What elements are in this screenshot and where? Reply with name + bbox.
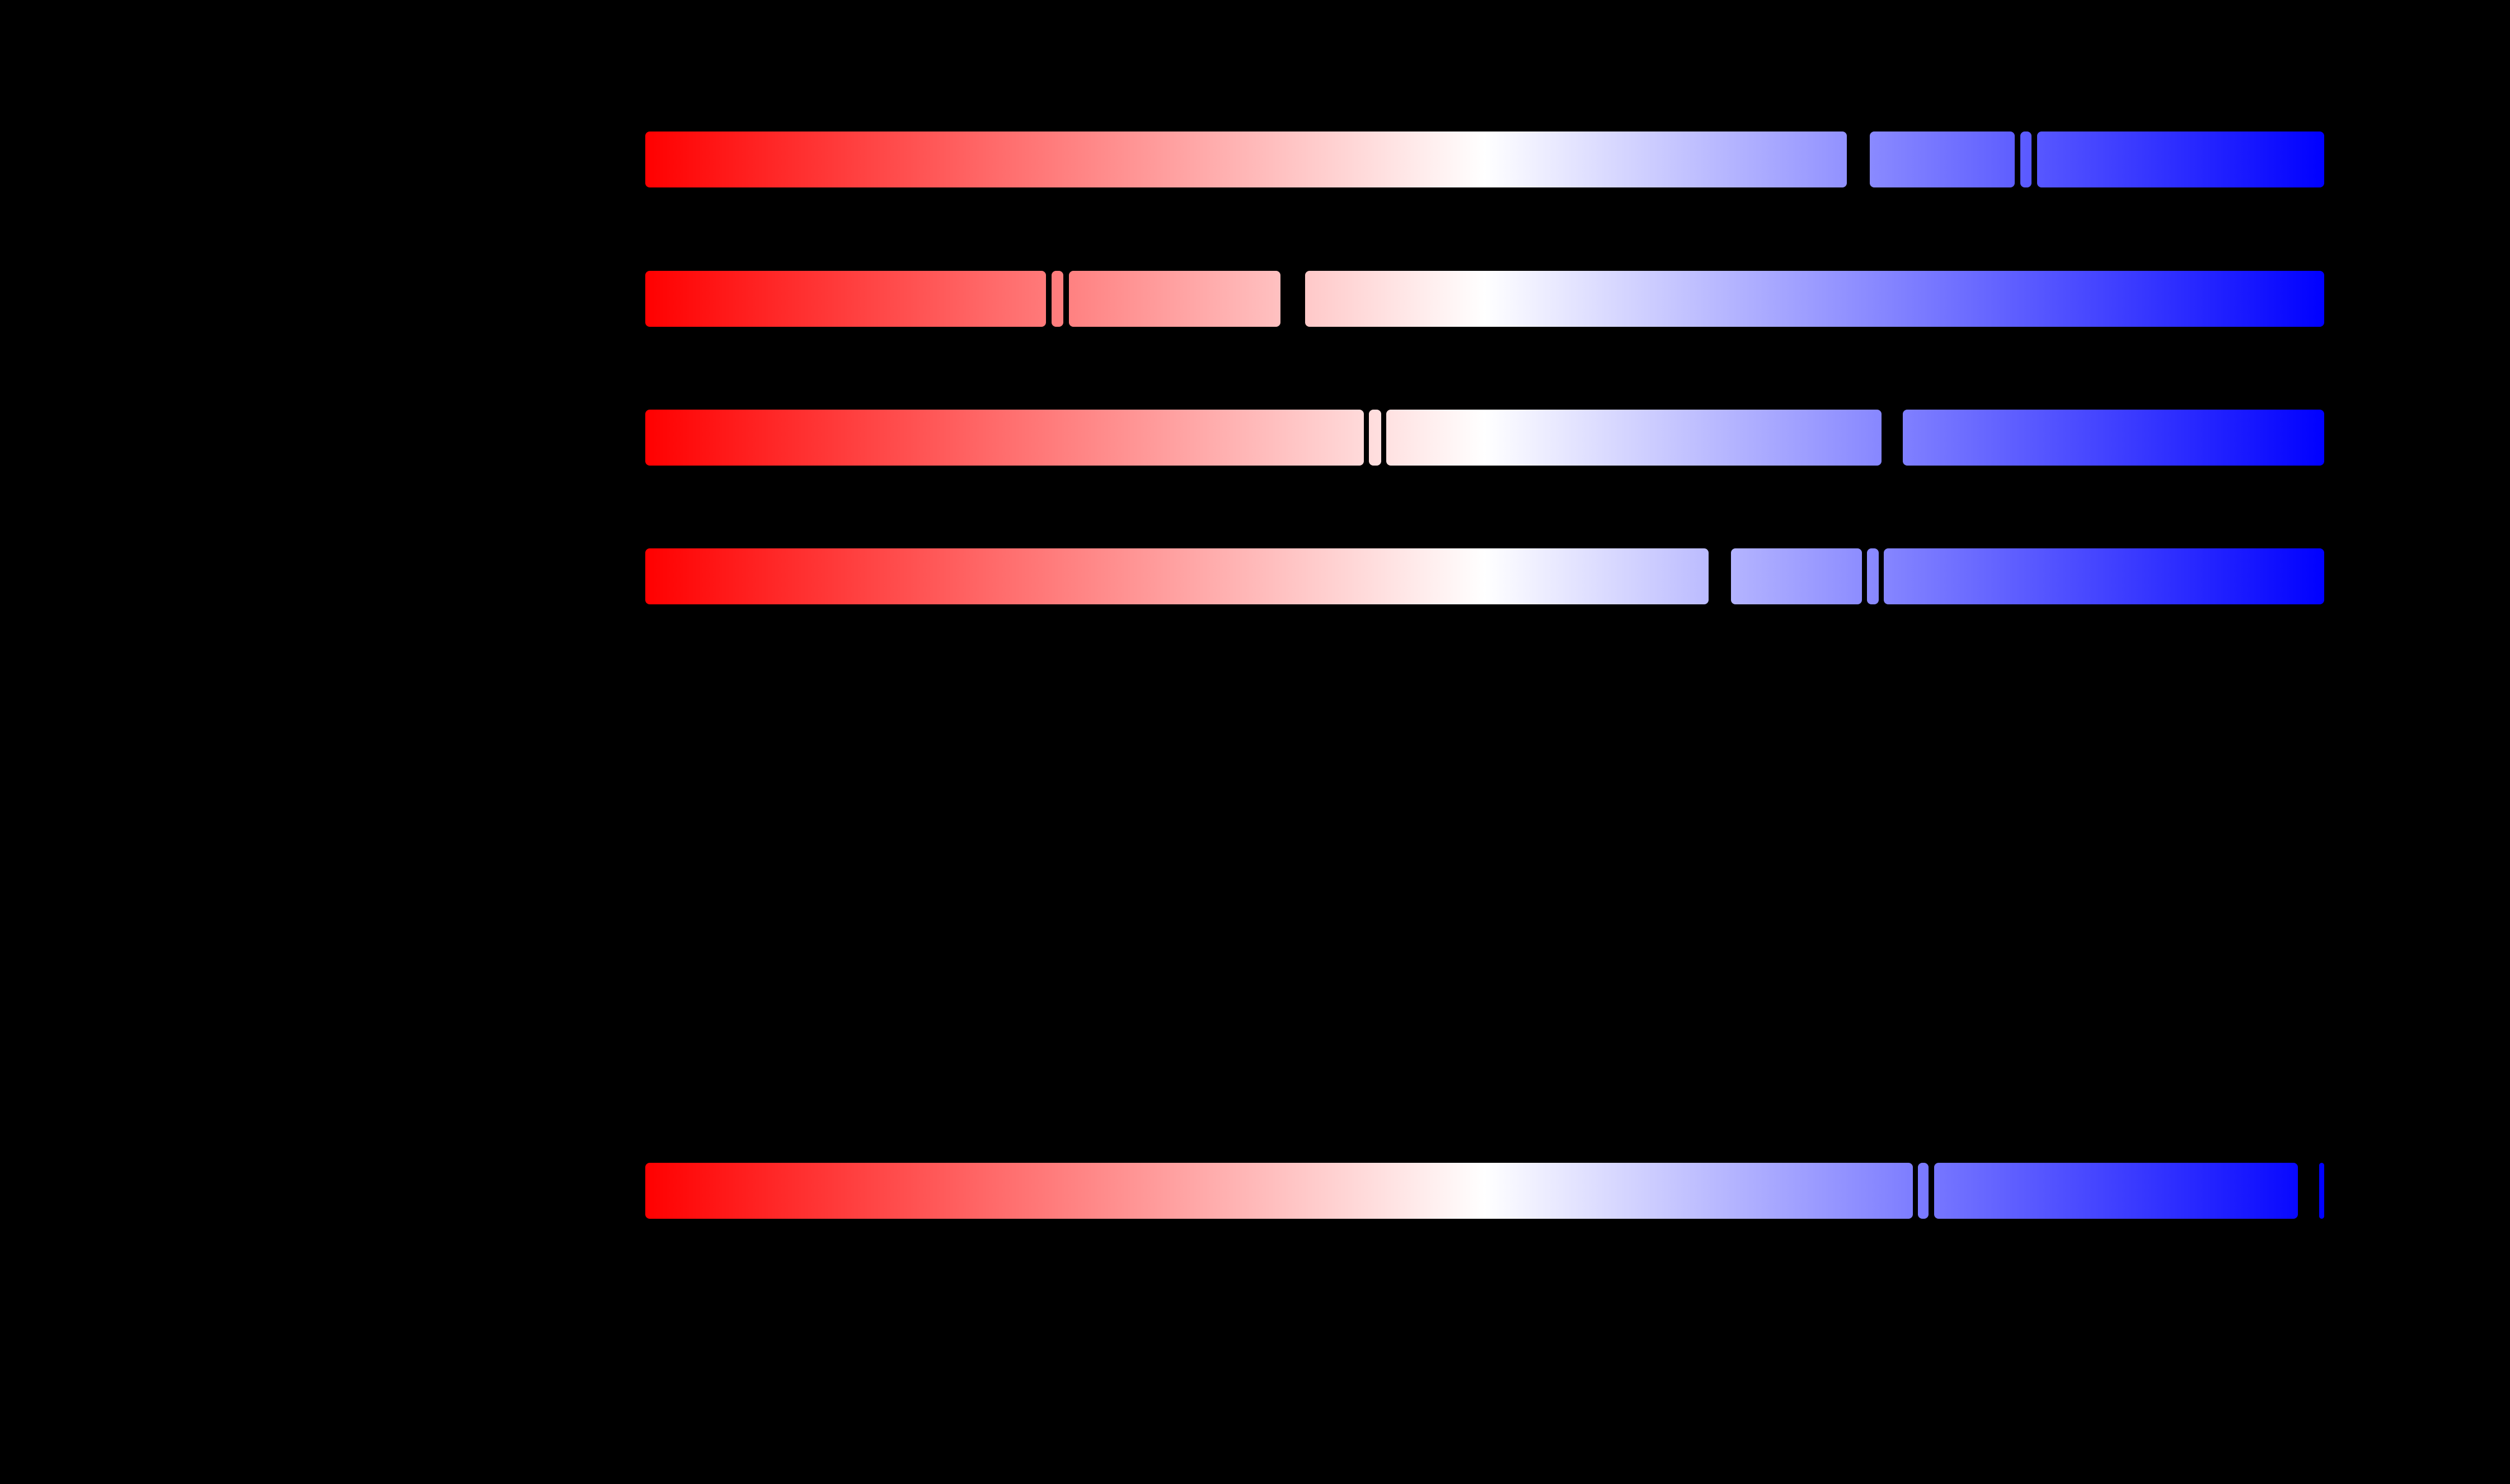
- bar-segment: [1386, 410, 1882, 466]
- bar-segment: [2020, 132, 2032, 187]
- gradient-bar-row-2: [645, 271, 2324, 327]
- bar-segment: [1934, 1163, 2298, 1219]
- bar-segment: [1918, 1163, 1929, 1219]
- bar-segment: [1305, 271, 2324, 327]
- bar-segment: [645, 132, 1847, 187]
- bar-segment: [1870, 132, 2015, 187]
- bar-segment: [1903, 410, 2324, 466]
- bar-segment: [645, 1163, 1913, 1219]
- bar-segment: [1884, 548, 2324, 604]
- gradient-bar-row-3: [645, 410, 2324, 466]
- bar-segment: [645, 410, 1364, 466]
- bar-segment: [2319, 1163, 2324, 1219]
- gradient-bar-row-1: [645, 132, 2324, 187]
- bar-segment: [1369, 410, 1381, 466]
- gradient-bar-row-4: [645, 548, 2324, 604]
- bar-segment: [2037, 132, 2324, 187]
- bar-segment: [645, 271, 1046, 327]
- bar-segment: [1867, 548, 1879, 604]
- bar-segment: [645, 548, 1709, 604]
- bar-segment: [1052, 271, 1063, 327]
- bar-segment: [1069, 271, 1280, 327]
- bar-segment: [1731, 548, 1862, 604]
- gradient-bar-row-5: [645, 1163, 2324, 1219]
